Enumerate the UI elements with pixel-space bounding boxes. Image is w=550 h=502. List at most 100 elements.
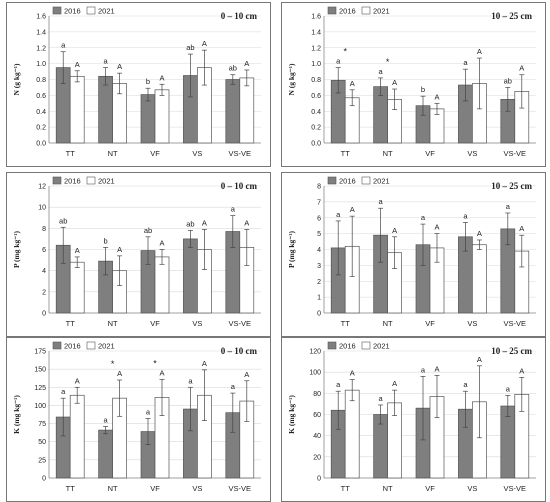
y-tick-label: 25 [38,457,46,464]
legend-label-2016: 2016 [339,342,356,351]
significance-letter: a [188,376,193,385]
chart-panel-3: 0 2 4 6 8 10 12 P (mg kg⁻¹) 0 – 10 cm 2016 2021 TT a… [6,172,271,337]
significance-letter: a [463,380,468,389]
y-tick-label: 6 [317,215,321,222]
significance-letter: A [477,229,482,238]
bar-2016-VS [183,238,198,314]
x-tick-label: VS [192,484,202,493]
y-tick-label: 0.6 [311,93,321,100]
significance-letter: A [519,64,524,73]
x-tick-label: VS-VE [504,319,527,328]
x-tick-label: VS-VE [504,149,527,158]
y-tick-label: 0.0 [36,141,46,148]
chart-panel-4: 0 1 2 3 4 5 6 7 8 P (mg kg⁻¹) 10 – 25 cm 2016 2021 TT… [281,172,546,337]
legend-swatch-2021 [361,6,371,15]
y-tick-label: 12 [38,184,46,191]
bar-2021-VF [154,89,170,144]
y-tick-label: 0.2 [36,125,46,132]
x-tick-label: VS [192,319,202,328]
legend-label-2021: 2021 [373,177,390,186]
x-tick-label: NT [108,319,118,328]
legend-swatch-2021 [86,6,96,15]
x-tick-label: VS-VE [229,149,252,158]
significance-letter: A [350,369,355,378]
significance-letter: a [104,415,109,424]
x-tick-label: VS [467,484,477,493]
significance-letter: A [202,39,207,48]
y-tick-label: 0 [317,311,321,318]
significance-letter: A [350,79,355,88]
chart-panel-2: 0.0 0.2 0.4 0.6 0.8 1.0 1.2 1.4 1.6 N (g kg⁻¹) 10 … [281,2,546,167]
legend-swatch-2016 [52,341,62,350]
significance-letter: A [477,47,482,56]
significance-letter: A [159,368,164,377]
bar-2021-VF [154,256,170,314]
legend-swatch-2021 [86,176,96,185]
y-tick-label: 0.8 [311,77,321,84]
significance-letter: ab [229,64,237,73]
x-tick-label: VS [467,149,477,158]
legend-swatch-2016 [327,341,337,350]
x-tick-label: NT [383,319,393,328]
y-tick-label: 7 [317,199,321,206]
y-tick-label: 8 [317,184,321,191]
x-tick-label: VF [425,149,435,158]
significance-letter: A [519,224,524,233]
bar-2021-TT [344,389,360,479]
significance-letter: a [421,213,426,222]
y-tick-label: 1.2 [311,45,321,52]
significance-letter: a [231,382,236,391]
significance-letter: A [75,60,80,69]
significance-letter: a [231,205,236,214]
y-tick-label: 1.4 [36,29,46,36]
significance-star: * [386,57,390,67]
y-tick-label: 40 [313,433,321,440]
y-tick-label: 0.2 [311,125,321,132]
significance-letter: ab [59,216,67,225]
chart-title: 10 – 25 cm [491,346,532,356]
x-tick-label: NT [383,484,393,493]
y-tick-label: 1.2 [36,45,46,52]
bar-2016-VF [140,94,156,144]
y-tick-label: 2 [42,289,46,296]
significance-letter: ab [186,219,194,228]
chart-panel-6: 0 20 40 60 80 100 120 K (mg kg⁻¹) 10 – 25 cm 2016… [281,337,546,502]
x-tick-label: VS-VE [229,319,252,328]
chart-title: 0 – 10 cm [221,181,258,191]
bar-2021-VS [472,244,487,314]
y-tick-label: 50 [38,439,46,446]
chart-panel-1: 0.0 0.2 0.4 0.6 0.8 1.0 1.2 1.4 1.6 N (g kg⁻¹) 0 –… [6,2,271,167]
chart-title: 10 – 25 cm [491,11,532,21]
x-tick-label: TT [341,149,351,158]
legend-swatch-2016 [52,176,62,185]
legend-swatch-2021 [86,341,96,350]
y-tick-label: 5 [317,231,321,238]
y-tick-label: 1 [317,295,321,302]
bar-2021-TT [69,75,85,144]
x-tick-label: VS-VE [229,484,252,493]
legend-label-2021: 2021 [98,177,115,186]
significance-letter: A [159,239,164,248]
significance-letter: a [506,384,511,393]
x-tick-label: VF [425,484,435,493]
significance-letter: A [477,355,482,364]
y-tick-label: 0.8 [36,77,46,84]
y-axis-label: N (g kg⁻¹) [287,63,296,96]
y-tick-label: 2 [317,279,321,286]
bar-2021-TT [69,394,85,479]
x-tick-label: TT [341,319,351,328]
significance-letter: A [244,59,249,68]
significance-letter: a [336,57,341,66]
y-axis-label: K (mg kg⁻¹) [287,395,296,434]
y-tick-label: 125 [34,385,46,392]
y-tick-label: 100 [309,370,321,377]
significance-letter: A [434,92,439,101]
significance-star: * [111,359,115,369]
x-tick-label: TT [66,319,76,328]
y-tick-label: 1.4 [311,29,321,36]
significance-letter: a [506,202,511,211]
chart-title: 0 – 10 cm [221,11,258,21]
significance-star: * [343,47,347,57]
y-tick-label: 0 [42,311,46,318]
